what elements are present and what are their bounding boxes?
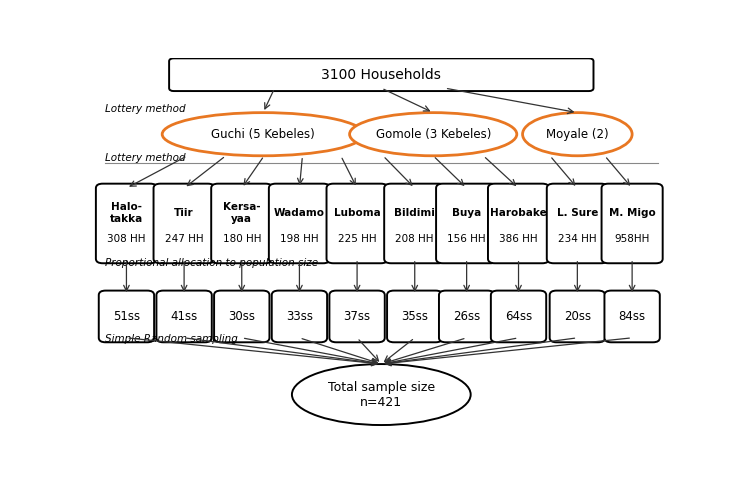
Text: 234 HH: 234 HH (558, 234, 597, 244)
Text: 35ss: 35ss (401, 310, 429, 323)
FancyBboxPatch shape (384, 184, 446, 263)
FancyBboxPatch shape (96, 184, 157, 263)
FancyBboxPatch shape (436, 184, 497, 263)
Text: Halo-
takka: Halo- takka (110, 202, 143, 224)
Ellipse shape (350, 113, 517, 156)
Text: Proportional allocation to population size: Proportional allocation to population si… (104, 258, 318, 268)
FancyBboxPatch shape (550, 291, 605, 342)
Text: 33ss: 33ss (286, 310, 313, 323)
Text: Buya: Buya (452, 208, 481, 218)
Text: Harobake: Harobake (490, 208, 547, 218)
Text: Lottery method: Lottery method (104, 154, 185, 163)
FancyBboxPatch shape (153, 184, 215, 263)
Text: 20ss: 20ss (564, 310, 591, 323)
Text: 247 HH: 247 HH (164, 234, 203, 244)
FancyBboxPatch shape (488, 184, 549, 263)
Text: 156 HH: 156 HH (447, 234, 486, 244)
FancyBboxPatch shape (214, 291, 269, 342)
Ellipse shape (522, 113, 632, 156)
FancyBboxPatch shape (439, 291, 494, 342)
Text: 30ss: 30ss (228, 310, 255, 323)
Text: Simple Random sampling: Simple Random sampling (104, 334, 237, 344)
Text: 208 HH: 208 HH (396, 234, 434, 244)
Text: Luboma: Luboma (334, 208, 380, 218)
FancyBboxPatch shape (330, 291, 385, 342)
Text: 51ss: 51ss (113, 310, 140, 323)
Ellipse shape (162, 113, 364, 156)
Text: Moyale (2): Moyale (2) (546, 128, 609, 141)
Text: 225 HH: 225 HH (338, 234, 376, 244)
Text: Total sample size
n=421: Total sample size n=421 (328, 381, 434, 409)
FancyBboxPatch shape (387, 291, 443, 342)
Text: 3100 Households: 3100 Households (321, 68, 441, 82)
Text: 64ss: 64ss (505, 310, 532, 323)
FancyBboxPatch shape (602, 184, 663, 263)
Text: 958HH: 958HH (615, 234, 650, 244)
Text: 308 HH: 308 HH (107, 234, 146, 244)
Ellipse shape (292, 364, 471, 425)
Text: Guchi (5 Kebeles): Guchi (5 Kebeles) (211, 128, 315, 141)
Text: 26ss: 26ss (453, 310, 481, 323)
Text: 37ss: 37ss (344, 310, 371, 323)
FancyBboxPatch shape (169, 58, 594, 91)
Text: 84ss: 84ss (618, 310, 646, 323)
Text: 180 HH: 180 HH (222, 234, 261, 244)
Text: Tiir: Tiir (174, 208, 194, 218)
Text: Bildimi: Bildimi (394, 208, 435, 218)
FancyBboxPatch shape (547, 184, 608, 263)
Text: Lottery method: Lottery method (104, 104, 185, 114)
Text: 386 HH: 386 HH (499, 234, 538, 244)
Text: Kersa-
yaa: Kersa- yaa (223, 202, 260, 224)
FancyBboxPatch shape (604, 291, 660, 342)
FancyBboxPatch shape (156, 291, 212, 342)
Text: Wadamo: Wadamo (274, 208, 325, 218)
Text: 41ss: 41ss (170, 310, 198, 323)
FancyBboxPatch shape (491, 291, 546, 342)
Text: M. Migo: M. Migo (609, 208, 655, 218)
Text: 198 HH: 198 HH (280, 234, 318, 244)
FancyBboxPatch shape (272, 291, 327, 342)
FancyBboxPatch shape (99, 291, 154, 342)
FancyBboxPatch shape (211, 184, 272, 263)
FancyBboxPatch shape (269, 184, 330, 263)
Text: Gomole (3 Kebeles): Gomole (3 Kebeles) (376, 128, 491, 141)
Text: L. Sure: L. Sure (557, 208, 598, 218)
FancyBboxPatch shape (327, 184, 388, 263)
